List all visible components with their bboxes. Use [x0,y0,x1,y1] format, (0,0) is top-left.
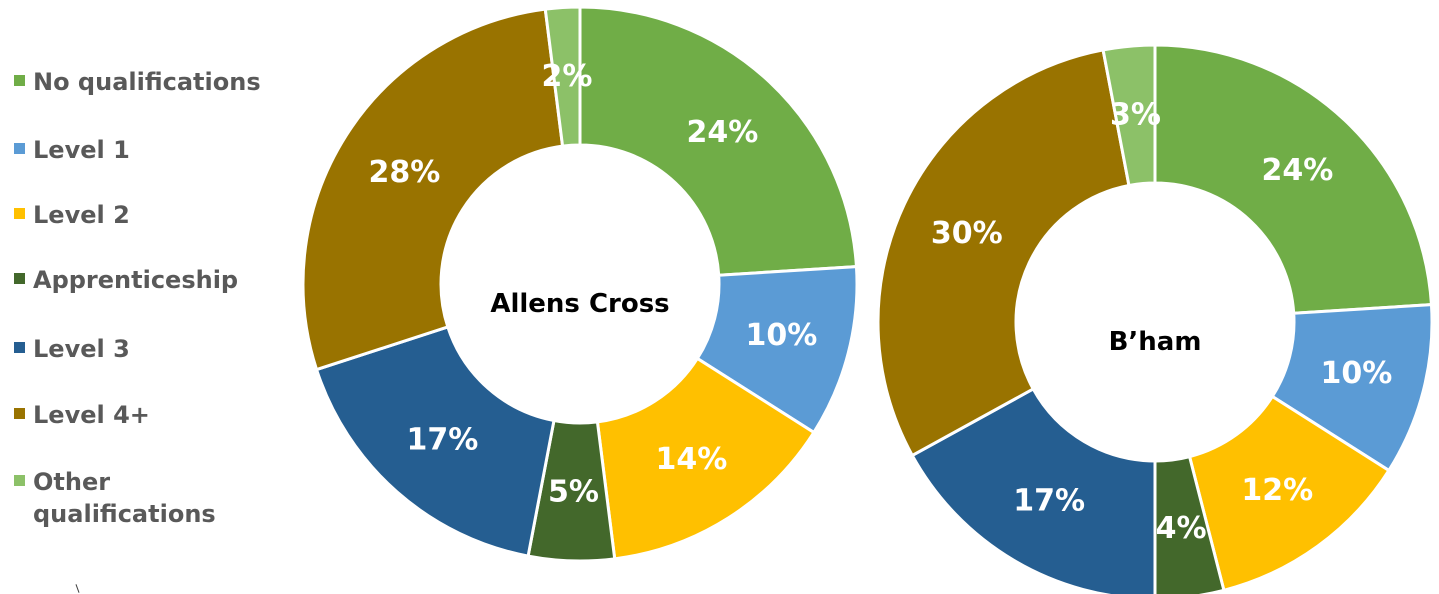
slice-value-label: 17% [1013,484,1085,519]
legend-label: Level 4+ [33,401,150,429]
slice-value-label: 2% [541,59,592,94]
slice-value-label: 10% [746,318,818,353]
legend-item: Level 2 [14,199,278,231]
legend-item: No qualifications [14,66,278,98]
legend-item: Level 4+ [14,399,278,431]
slice-value-label: 14% [656,442,728,477]
donut-slice [1101,43,1157,188]
donut-slice [595,356,816,561]
donut-slice [543,5,582,148]
slice-value-label: 10% [1321,356,1393,391]
slice-value-label: 28% [368,155,440,190]
slice-value-label: 30% [931,216,1003,251]
slice-value-label: 24% [686,115,758,150]
legend-label: Other qualifications [33,468,216,528]
legend-item: Other qualifications [14,466,278,530]
legend-label: Level 3 [33,335,130,363]
donut-slice [578,5,859,277]
legend-swatch [14,143,25,154]
legend-swatch [14,408,25,419]
legend-label: Level 2 [33,201,130,229]
legend-swatch [14,475,25,486]
legend-item: Level 3 [14,333,278,365]
legend-item: Apprenticeship [14,264,278,296]
donut-slice [1153,43,1434,315]
donut-slice [301,7,565,372]
legend-label: Apprenticeship [33,266,239,294]
donut-center-label: Allens Cross [490,289,669,319]
legend-swatch [14,208,25,219]
legend-item: Level 1 [14,134,278,166]
slice-value-label: 12% [1241,473,1313,508]
slice-value-label: 24% [1261,153,1333,188]
legend-label: No qualifications [33,68,261,96]
chart-legend: No qualifications Level 1 Level 2 Apprentic… [0,0,290,594]
donut-center-label: B’ham [1109,327,1202,357]
legend-swatch [14,75,25,86]
slice-value-label: 3% [1110,97,1161,132]
donut-slice [910,386,1157,594]
donut-slice [1187,394,1391,593]
donut-chart: 24% 10% 14% 5% 17% 28% 2% Allens Cross [301,5,859,563]
donut-slice [1153,454,1226,594]
legend-label: Level 1 [33,136,130,164]
legend-swatch [14,342,25,353]
donut-slice [314,325,556,558]
slice-value-label: 5% [548,474,599,509]
donut-slice [876,48,1131,458]
legend-swatch [14,273,25,284]
slice-value-label: 4% [1156,511,1207,546]
donut-chart: 24% 10% 12% 4% 17% 30% 3% B’ham [876,43,1434,594]
slice-value-label: 17% [407,423,479,458]
